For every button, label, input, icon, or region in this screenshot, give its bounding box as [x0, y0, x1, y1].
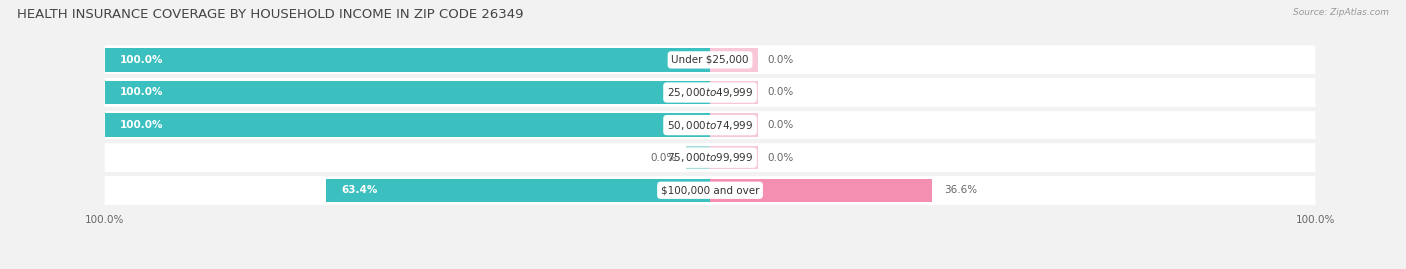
Text: Source: ZipAtlas.com: Source: ZipAtlas.com: [1294, 8, 1389, 17]
Bar: [710, 81, 758, 104]
Text: 36.6%: 36.6%: [943, 185, 977, 195]
Bar: [326, 179, 710, 202]
Bar: [104, 48, 710, 72]
Bar: [710, 113, 758, 137]
Text: 100.0%: 100.0%: [120, 87, 163, 97]
Text: 0.0%: 0.0%: [651, 153, 676, 163]
FancyBboxPatch shape: [104, 176, 1316, 205]
Bar: [710, 179, 932, 202]
Text: $50,000 to $74,999: $50,000 to $74,999: [666, 119, 754, 132]
FancyBboxPatch shape: [104, 111, 1316, 140]
Text: $100,000 and over: $100,000 and over: [661, 185, 759, 195]
Text: 63.4%: 63.4%: [342, 185, 378, 195]
Text: Under $25,000: Under $25,000: [671, 55, 749, 65]
Text: 100.0%: 100.0%: [120, 55, 163, 65]
Bar: [710, 146, 758, 169]
FancyBboxPatch shape: [104, 45, 1316, 75]
FancyBboxPatch shape: [104, 78, 1316, 107]
Text: $75,000 to $99,999: $75,000 to $99,999: [666, 151, 754, 164]
FancyBboxPatch shape: [104, 143, 1316, 172]
Text: HEALTH INSURANCE COVERAGE BY HOUSEHOLD INCOME IN ZIP CODE 26349: HEALTH INSURANCE COVERAGE BY HOUSEHOLD I…: [17, 8, 523, 21]
Bar: [686, 146, 710, 169]
Text: 0.0%: 0.0%: [768, 87, 794, 97]
Text: 0.0%: 0.0%: [768, 153, 794, 163]
Text: 0.0%: 0.0%: [768, 120, 794, 130]
Text: 0.0%: 0.0%: [768, 55, 794, 65]
Bar: [104, 81, 710, 104]
Text: 100.0%: 100.0%: [120, 120, 163, 130]
Text: $25,000 to $49,999: $25,000 to $49,999: [666, 86, 754, 99]
Bar: [104, 113, 710, 137]
Bar: [710, 48, 758, 72]
